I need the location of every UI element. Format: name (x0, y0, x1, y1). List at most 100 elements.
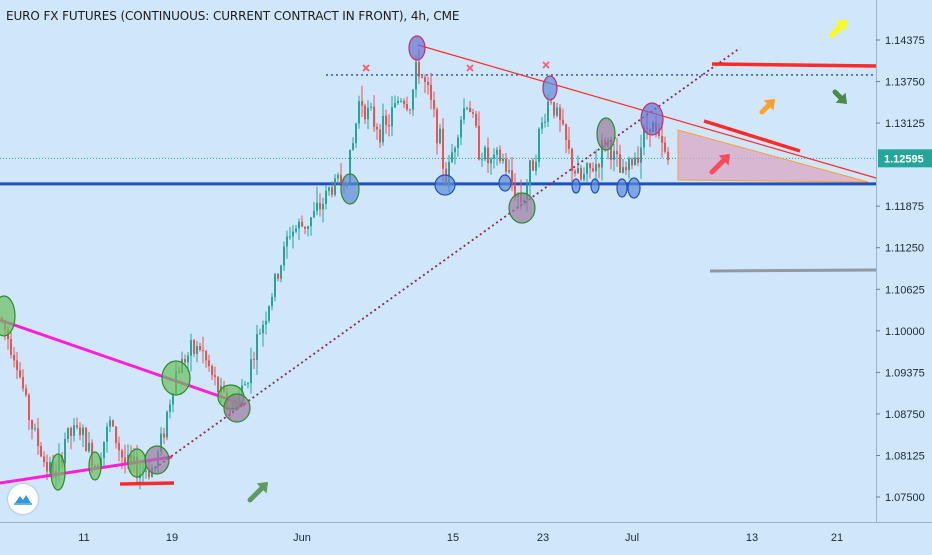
highlight-ellipse[interactable] (627, 177, 641, 199)
highlight-ellipse[interactable] (144, 445, 170, 475)
candle-body (208, 360, 210, 366)
candle-body (409, 109, 411, 111)
highlight-ellipse[interactable] (616, 178, 628, 198)
highlight-ellipse[interactable] (590, 178, 600, 194)
highlight-ellipse[interactable] (0, 295, 16, 337)
highlight-ellipse[interactable] (408, 35, 426, 61)
candle-body (628, 158, 630, 171)
candle-body (274, 274, 276, 297)
candle-body (463, 108, 465, 120)
arrow-up-right-green[interactable] (247, 482, 268, 503)
gray-level-line[interactable] (709, 268, 877, 273)
candle-body (391, 107, 393, 127)
candle-body (16, 360, 18, 371)
candle-body (214, 375, 216, 378)
highlight-ellipse[interactable] (571, 178, 581, 194)
candle-body (112, 420, 114, 427)
candle-body (199, 345, 201, 351)
x-tick-label: 11 (78, 532, 89, 544)
highlight-ellipse[interactable] (50, 453, 66, 491)
x-tick-label: 15 (447, 532, 459, 544)
candle-body (475, 113, 477, 126)
candle-body (496, 149, 498, 155)
candle-body (526, 184, 528, 200)
candle-body (376, 126, 378, 130)
candle-body (211, 365, 213, 376)
highlight-ellipse[interactable] (127, 448, 147, 478)
candle-body (352, 143, 354, 150)
candle-body (400, 100, 402, 102)
red-slope-line[interactable] (703, 119, 801, 153)
cloud-chart-icon (14, 495, 32, 505)
candle-body (166, 411, 168, 438)
candle-body (424, 77, 426, 83)
triangle-zone[interactable] (677, 129, 869, 183)
candle-body (295, 228, 297, 232)
highlight-ellipse[interactable] (340, 173, 360, 205)
candle-body (124, 457, 126, 464)
drawings-back-layer (0, 74, 877, 273)
candle-body (19, 370, 21, 378)
y-tick-label: 1.10000 (885, 326, 925, 338)
candle-body (355, 123, 357, 144)
candle-body (76, 425, 78, 428)
candle-body (661, 135, 663, 143)
candle-body (430, 85, 432, 100)
candle-body (502, 158, 504, 162)
candle-body (625, 167, 627, 171)
candle-body (592, 168, 594, 172)
arrow-up-right-red[interactable] (709, 154, 730, 175)
highlight-ellipse[interactable] (596, 117, 616, 151)
arrow-down-right-green[interactable] (832, 89, 847, 104)
red-target-line[interactable] (711, 62, 877, 68)
candle-body (370, 106, 372, 108)
candle-body (328, 187, 330, 191)
arrow-head (256, 482, 268, 494)
highlight-ellipse[interactable] (498, 174, 512, 192)
candle-body (163, 433, 165, 438)
candle-body (310, 217, 312, 227)
highlight-ellipse[interactable] (161, 360, 191, 396)
candle-body (394, 103, 396, 108)
y-tick-label: 1.07500 (885, 492, 925, 504)
x-marker (466, 64, 474, 72)
highlight-ellipse[interactable] (88, 451, 102, 481)
arrow-up-right-yellow[interactable] (829, 20, 847, 38)
arrow-up-right-orange[interactable] (759, 99, 775, 115)
candle-body (460, 119, 462, 138)
candle-body (22, 377, 24, 389)
candle-body (565, 124, 567, 141)
candle-body (247, 383, 249, 385)
candle-body (508, 170, 510, 172)
price-axis[interactable] (876, 0, 932, 550)
highlight-ellipse[interactable] (434, 174, 456, 196)
candle-body (43, 456, 45, 463)
red-base-line[interactable] (119, 481, 175, 486)
candle-body (397, 101, 399, 104)
candle-body (412, 89, 414, 110)
candle-body (550, 101, 552, 103)
x-marker (542, 61, 550, 69)
y-tick-label: 1.08125 (885, 450, 925, 462)
highlight-ellipse[interactable] (542, 75, 558, 101)
tradingview-logo[interactable] (8, 484, 38, 514)
highlight-ellipse[interactable] (640, 102, 664, 136)
candle-body (541, 122, 543, 129)
highlight-ellipse[interactable] (508, 192, 536, 224)
highlight-ellipse[interactable] (223, 393, 251, 423)
candle-body (481, 159, 483, 161)
candle-body (115, 426, 117, 444)
candle-body (307, 226, 309, 229)
candle-body (373, 106, 375, 127)
candle-body (511, 170, 513, 185)
candle-body (487, 147, 489, 164)
descending-channel-line[interactable] (0, 318, 246, 407)
candle-body (202, 350, 204, 352)
candle-body (562, 119, 564, 125)
candle-body (406, 104, 408, 110)
y-tick-label: 1.11250 (885, 243, 924, 255)
candle-body (388, 125, 390, 127)
candle-body (331, 187, 333, 195)
